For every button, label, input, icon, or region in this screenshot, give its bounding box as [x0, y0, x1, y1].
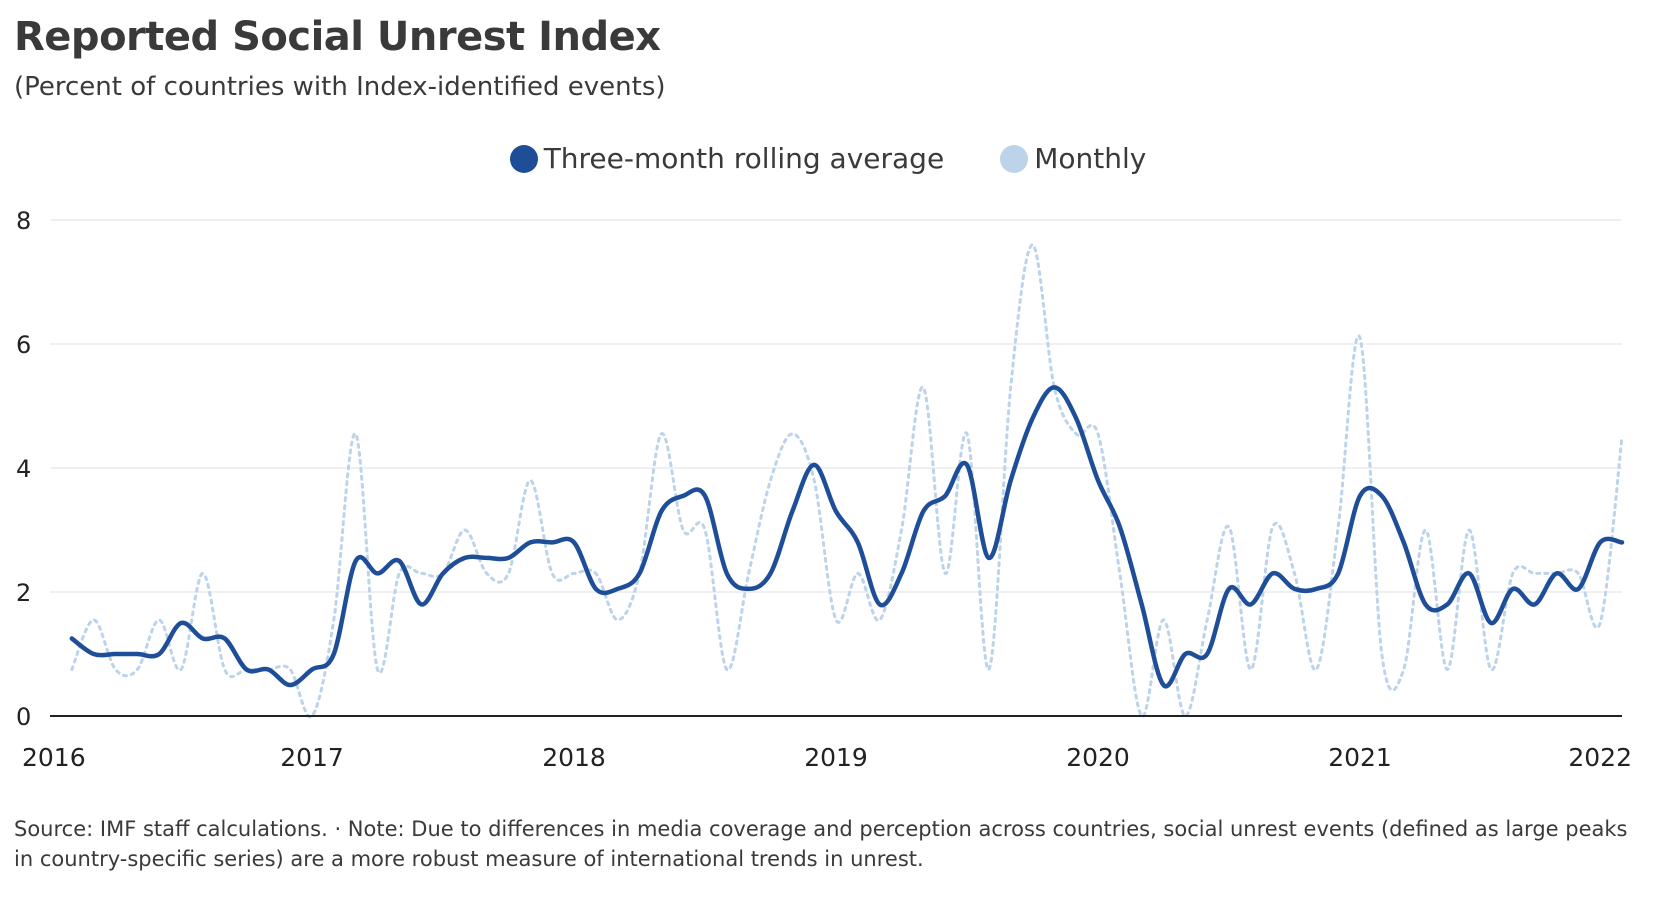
series-line-monthly: [70, 243, 1624, 719]
x-tick-label: 2019: [804, 743, 868, 772]
series-line-rolling-average: [69, 385, 1625, 689]
y-tick-label: 8: [16, 207, 31, 235]
chart-title: Reported Social Unrest Index: [14, 14, 661, 60]
x-tick-label: 2018: [542, 743, 606, 772]
series-lines: [69, 243, 1625, 719]
legend-label-rolling: Three-month rolling average: [543, 142, 945, 175]
x-tick-label: 2020: [1066, 743, 1130, 772]
legend: Three-month rolling average Monthly: [0, 142, 1656, 175]
legend-swatch-rolling: [509, 144, 538, 173]
legend-label-monthly: Monthly: [1034, 142, 1147, 175]
x-tick-label: 2022: [1568, 743, 1632, 772]
x-tick-label: 2016: [22, 743, 86, 772]
chart-subtitle: (Percent of countries with Index-identif…: [14, 72, 666, 102]
legend-swatch-monthly: [1000, 144, 1029, 173]
y-tick-label: 2: [16, 579, 31, 607]
legend-item-rolling[interactable]: Three-month rolling average: [509, 142, 945, 175]
line-chart: 0 2 4 6 8 2016 2017 2018 2019 2020 2021 2022: [16, 207, 1632, 772]
x-axis-ticks: 2016 2017 2018 2019 2020 2021 2022: [22, 743, 1632, 772]
source-note: Source: IMF staff calculations. · Note: …: [14, 817, 1628, 871]
grid-lines: [50, 219, 1622, 593]
x-tick-label: 2017: [280, 743, 344, 772]
x-tick-label: 2021: [1328, 743, 1392, 772]
y-tick-label: 6: [16, 331, 31, 359]
y-axis-ticks: 0 2 4 6 8: [16, 207, 31, 731]
legend-item-monthly[interactable]: Monthly: [1000, 142, 1146, 175]
y-tick-label: 4: [16, 455, 31, 483]
y-tick-label: 0: [16, 703, 31, 731]
